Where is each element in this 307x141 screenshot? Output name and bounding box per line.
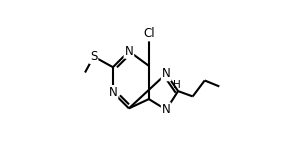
- Text: H: H: [173, 80, 180, 90]
- Text: N: N: [125, 45, 133, 58]
- Text: N: N: [109, 86, 117, 99]
- Text: Cl: Cl: [143, 27, 155, 40]
- Text: S: S: [90, 50, 97, 63]
- Text: N: N: [162, 67, 170, 80]
- Text: N: N: [162, 103, 170, 116]
